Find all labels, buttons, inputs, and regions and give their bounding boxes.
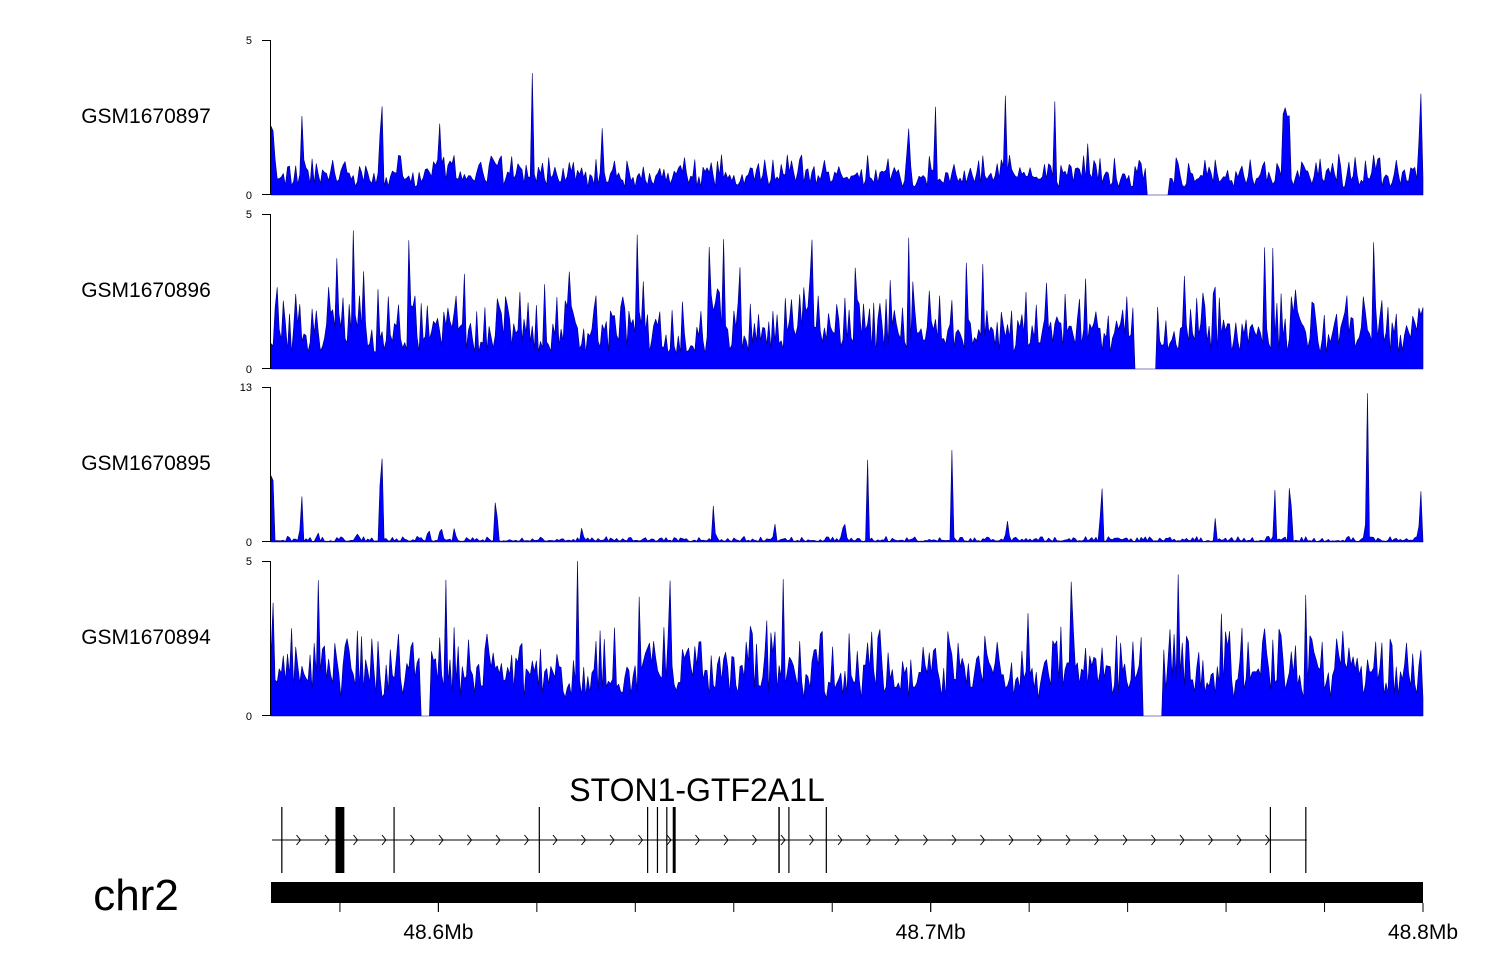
exon	[538, 807, 540, 873]
strand-arrow	[1122, 834, 1128, 846]
exon	[393, 807, 395, 873]
strand-arrow	[1037, 834, 1043, 846]
exon	[647, 807, 649, 873]
strand-arrow	[353, 834, 359, 846]
chromosome-bar	[271, 882, 1423, 903]
signal-area	[270, 230, 1424, 370]
strand-arrow	[1094, 834, 1100, 846]
y-axis-min-label: 0	[246, 364, 252, 376]
track-GSM1670895: 13 0 GSM1670895	[81, 382, 1424, 549]
axis-tick-label: 48.8Mb	[1388, 921, 1458, 944]
strand-arrow	[381, 834, 387, 846]
axis-tick-label: 48.6Mb	[403, 921, 473, 944]
strand-arrow	[324, 834, 330, 846]
track-GSM1670894: 5 0 GSM1670894	[81, 556, 1424, 723]
strand-arrow	[752, 834, 758, 846]
strand-arrow	[809, 834, 815, 846]
strand-arrow	[695, 834, 701, 846]
y-axis-min-label: 0	[246, 537, 252, 549]
genome-axis: chr2 48.6Mb 48.7Mb 48.8Mb	[93, 871, 1458, 944]
track-GSM1670897: 5 0 GSM1670897	[81, 35, 1424, 202]
strand-arrow	[923, 834, 929, 846]
exon	[281, 807, 283, 873]
strand-arrow	[495, 834, 501, 846]
exon	[672, 807, 676, 873]
track-label: GSM1670896	[81, 279, 211, 302]
axis-tick-label: 48.7Mb	[896, 921, 966, 944]
strand-arrow	[1208, 834, 1214, 846]
strand-arrow	[1008, 834, 1014, 846]
strand-arrow	[1236, 834, 1242, 846]
strand-arrow	[1265, 834, 1271, 846]
y-axis-max-label: 5	[246, 556, 252, 568]
exon	[778, 807, 780, 873]
strand-arrow	[609, 834, 615, 846]
strand-arrow	[296, 834, 302, 846]
exon	[825, 807, 827, 873]
gene-label: STON1-GTF2A1L	[569, 772, 824, 808]
strand-arrow	[410, 834, 416, 846]
exon	[656, 807, 659, 873]
track-label: GSM1670895	[81, 452, 211, 475]
track-label: GSM1670894	[81, 626, 211, 649]
signal-tracks: 5 0 GSM1670897 5 0 GSM1670896 13 0 GSM1670895 5 0 G…	[81, 35, 1424, 723]
strand-arrow	[723, 834, 729, 846]
exon	[666, 807, 668, 873]
strand-arrow	[666, 834, 672, 846]
exon	[335, 807, 345, 873]
exon	[1269, 807, 1271, 873]
y-axis-min-label: 0	[246, 711, 252, 723]
strand-arrow	[1065, 834, 1071, 846]
strand-arrow	[866, 834, 872, 846]
strand-arrow	[524, 834, 530, 846]
strand-arrow	[837, 834, 843, 846]
strand-arrow	[1151, 834, 1157, 846]
y-axis-max-label: 13	[240, 382, 252, 394]
strand-arrow	[581, 834, 587, 846]
strand-arrow	[951, 834, 957, 846]
strand-arrow	[438, 834, 444, 846]
track-label: GSM1670897	[81, 105, 211, 128]
strand-arrow	[980, 834, 986, 846]
exon	[788, 807, 790, 873]
strand-arrow	[1179, 834, 1185, 846]
y-axis-max-label: 5	[246, 35, 252, 47]
chromosome-label: chr2	[93, 871, 179, 920]
strand-arrow	[638, 834, 644, 846]
strand-arrow	[467, 834, 473, 846]
strand-arrow	[894, 834, 900, 846]
signal-area	[270, 73, 1424, 196]
y-axis-max-label: 5	[246, 209, 252, 221]
track-GSM1670896: 5 0 GSM1670896	[81, 209, 1424, 376]
signal-area	[270, 560, 1424, 717]
exon	[1305, 807, 1307, 873]
signal-area	[270, 393, 1424, 543]
strand-arrow	[780, 834, 786, 846]
strand-arrow	[552, 834, 558, 846]
y-axis-min-label: 0	[246, 190, 252, 202]
gene-track: STON1-GTF2A1L	[271, 772, 1307, 873]
